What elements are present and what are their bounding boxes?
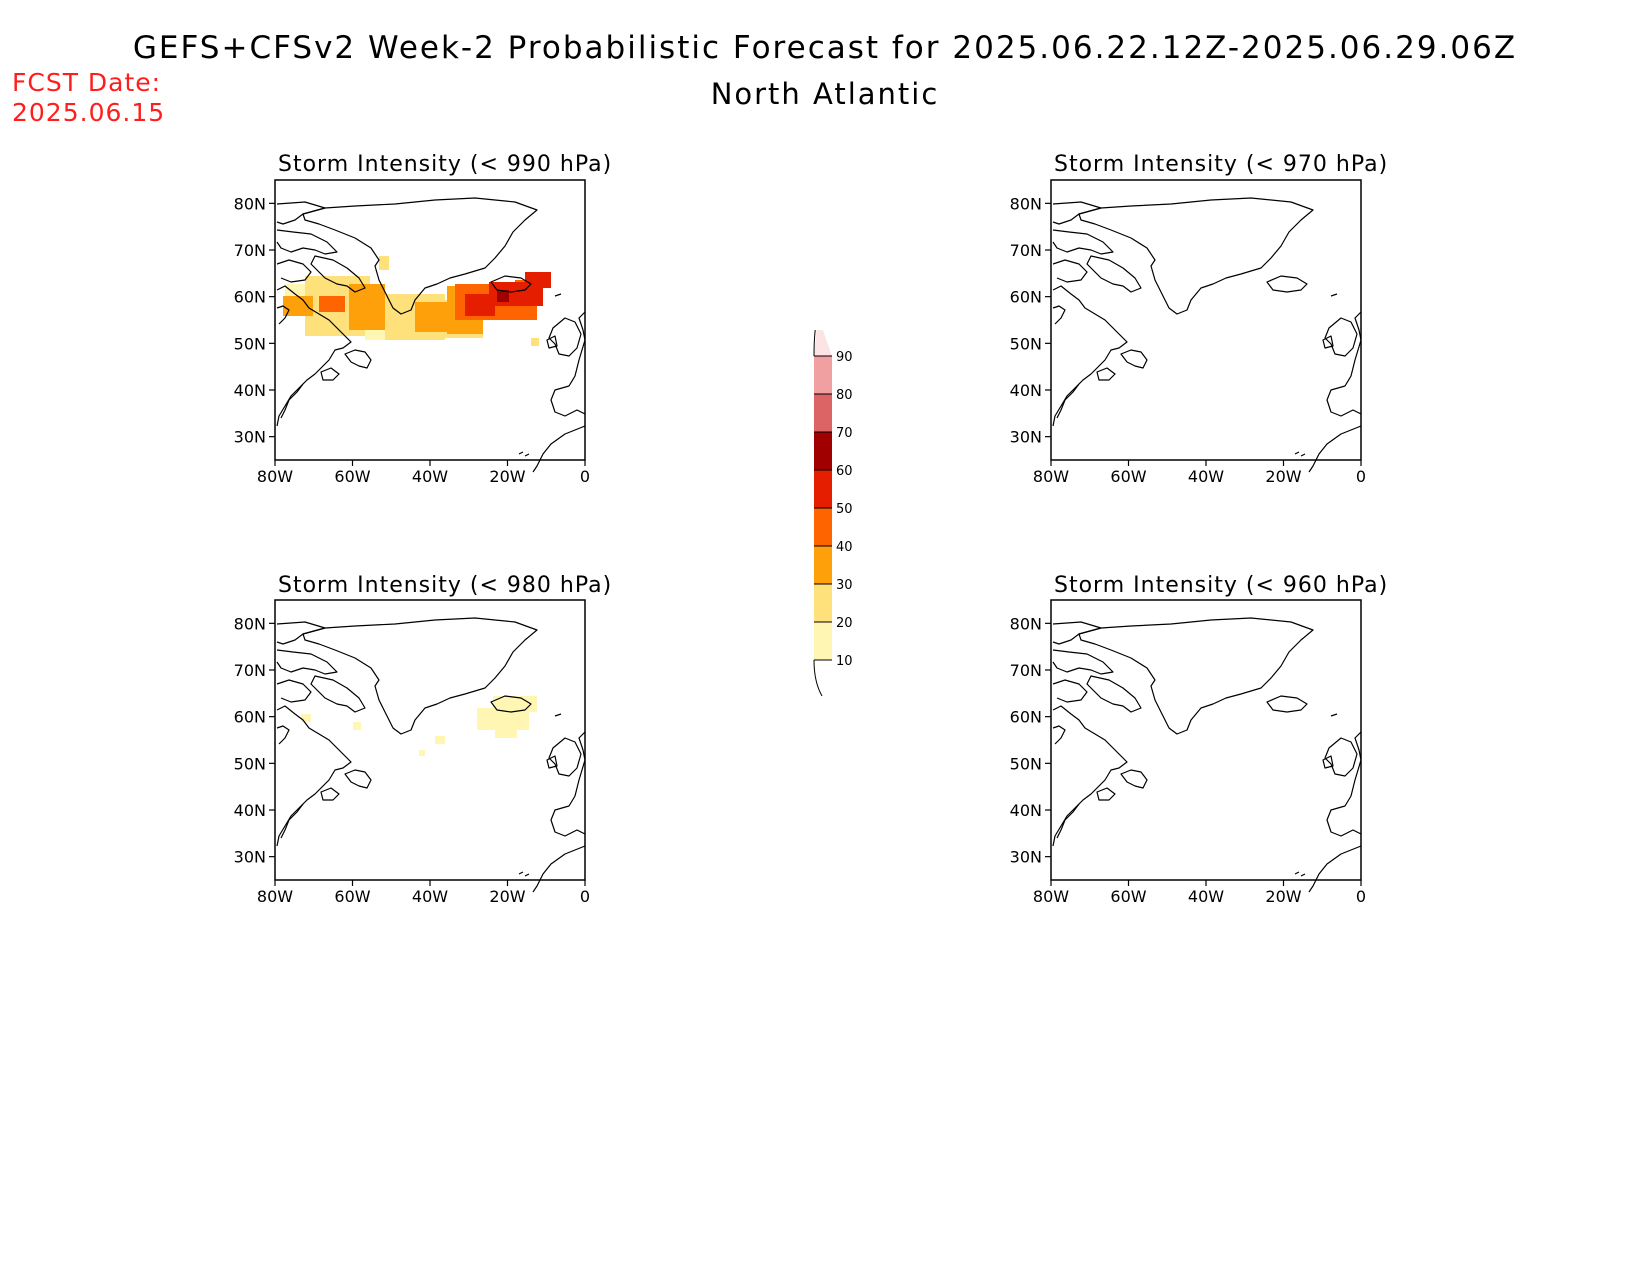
lat-label: 80N <box>1010 194 1042 213</box>
lon-label: 80W <box>1033 467 1069 486</box>
lon-label: 40W <box>1188 467 1224 486</box>
lon-label: 60W <box>334 467 370 486</box>
lon-label: 20W <box>489 467 525 486</box>
colorbar-segment <box>814 470 832 508</box>
colorbar-label: 50 <box>836 502 853 517</box>
lat-label: 70N <box>1010 661 1042 680</box>
lon-label: 40W <box>1188 887 1224 906</box>
colorbar-segment <box>814 546 832 584</box>
lat-label: 50N <box>1010 754 1042 773</box>
map-panel-980: 80N 70N 60N 50N 40N 30N 80W 60W 40W 20W 0 <box>234 599 590 906</box>
map-panel-960: 80N 70N 60N 50N 40N 30N 80W 60W 40W 20W 0 <box>1010 599 1366 906</box>
lon-label: 80W <box>257 887 293 906</box>
lat-label: 80N <box>234 194 266 213</box>
lon-label: 20W <box>1265 887 1301 906</box>
lon-label: 60W <box>334 887 370 906</box>
lat-label: 50N <box>1010 334 1042 353</box>
lon-label: 0 <box>1356 887 1366 906</box>
lon-label: 80W <box>257 467 293 486</box>
lat-label: 40N <box>234 381 266 400</box>
colorbar-segment <box>814 432 832 470</box>
colorbar-label: 70 <box>836 426 853 441</box>
colorbar-segment <box>814 330 832 356</box>
lon-label: 80W <box>1033 887 1069 906</box>
colorbar-label: 90 <box>836 350 853 365</box>
lat-label: 50N <box>234 334 266 353</box>
lat-label: 70N <box>1010 241 1042 260</box>
lon-label: 0 <box>580 467 590 486</box>
lat-label: 60N <box>234 288 266 307</box>
panel-title-980: Storm Intensity (< 980 hPa) <box>278 573 613 598</box>
lon-label: 0 <box>580 887 590 906</box>
colorbar-label: 10 <box>836 654 853 669</box>
lat-label: 80N <box>234 614 266 633</box>
lat-label: 30N <box>234 428 266 447</box>
lat-label: 40N <box>1010 801 1042 820</box>
lat-label: 40N <box>1010 381 1042 400</box>
colorbar-label: 30 <box>836 578 853 593</box>
lat-label: 50N <box>234 754 266 773</box>
colorbar-segment <box>814 356 832 394</box>
region-subtitle: North Atlantic <box>710 77 940 111</box>
lat-label: 80N <box>1010 614 1042 633</box>
colorbar-label: 80 <box>836 388 853 403</box>
probability-shading-990 <box>276 197 586 473</box>
colorbar-segment <box>814 584 832 622</box>
fcst-date-value: 2025.06.15 <box>12 98 166 127</box>
lon-label: 40W <box>412 467 448 486</box>
map-panel-970: 80N 70N 60N 50N 40N 30N 80W 60W 40W 20W 0 <box>1010 179 1366 486</box>
colorbar-label: 40 <box>836 540 853 555</box>
colorbar-segment <box>814 394 832 432</box>
lat-label: 70N <box>234 661 266 680</box>
colorbar-segment <box>814 508 832 546</box>
lon-label: 60W <box>1110 467 1146 486</box>
lon-label: 20W <box>489 887 525 906</box>
lat-label: 30N <box>1010 428 1042 447</box>
lat-label: 40N <box>234 801 266 820</box>
lon-label: 60W <box>1110 887 1146 906</box>
lat-label: 60N <box>1010 708 1042 727</box>
lat-label: 30N <box>1010 848 1042 867</box>
fcst-date-label: FCST Date: <box>12 68 162 97</box>
probability-shading-980 <box>276 617 586 893</box>
lat-label: 30N <box>234 848 266 867</box>
colorbar-segment <box>814 622 832 660</box>
colorbar-label: 60 <box>836 464 853 479</box>
map-panel-990: 80N 70N 60N 50N 40N 30N 80W 60W 40W 20W 0 <box>234 179 590 486</box>
probability-colorbar: 10 20 30 40 50 60 70 80 90 <box>813 330 853 697</box>
lat-label: 60N <box>234 708 266 727</box>
lat-label: 70N <box>234 241 266 260</box>
panel-title-990: Storm Intensity (< 990 hPa) <box>278 152 613 177</box>
colorbar-label: 20 <box>836 616 853 631</box>
panel-title-970: Storm Intensity (< 970 hPa) <box>1054 152 1389 177</box>
panel-title-960: Storm Intensity (< 960 hPa) <box>1054 573 1389 598</box>
lon-label: 0 <box>1356 467 1366 486</box>
main-title: GEFS+CFSv2 Week-2 Probabilistic Forecast… <box>132 30 1518 66</box>
lon-label: 20W <box>1265 467 1301 486</box>
lat-label: 60N <box>1010 288 1042 307</box>
lon-label: 40W <box>412 887 448 906</box>
